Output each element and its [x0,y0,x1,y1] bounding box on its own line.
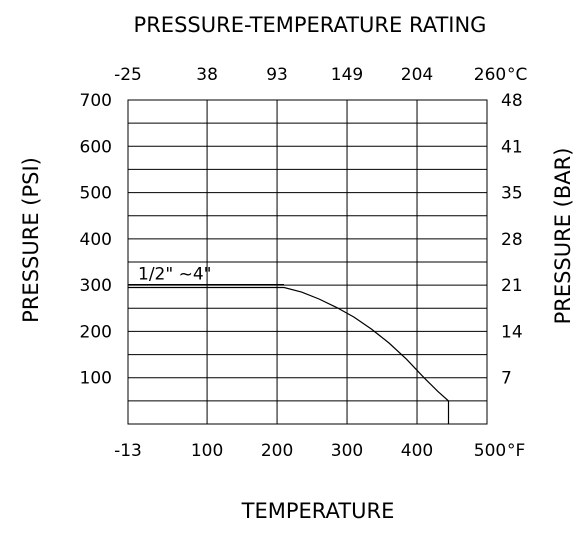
y-axis-label-left: PRESSURE (PSI) [19,157,43,323]
y-tick-label: 200 [80,322,112,342]
series-layer: 1/2" ~4" [128,264,450,424]
x-top-tick-label: -25 [114,65,142,85]
plot-frame [127,99,488,425]
y-tick-label: 300 [80,276,112,296]
x-top-tick-label: 149 [331,65,363,85]
y-right-tick-label: 14 [501,322,523,342]
x-tick-label: 200 [261,441,293,461]
y-right-tick-label: 28 [501,230,523,250]
x-unit-label: °F [507,441,525,461]
y-right-tick-label: 41 [501,137,523,157]
x-tick-label: 400 [401,441,433,461]
y-tick-label: 500 [80,184,112,204]
chart-title: PRESSURE-TEMPERATURE RATING [134,13,487,37]
x-top-tick-label: 260 [474,65,506,85]
grid [127,99,488,424]
y-right-tick-label: 7 [501,369,512,389]
y-right-tick-label: 35 [501,184,523,204]
x-axis-label: TEMPERATURE [241,499,395,523]
y-right-tick-label: 21 [501,276,523,296]
series-label: 1/2" ~4" [138,264,211,284]
x-top-unit-label: °C [507,65,527,85]
x-top-tick-label: 38 [196,65,218,85]
y-tick-label: 100 [80,369,112,389]
x-tick-label: -13 [114,441,142,461]
x-top-tick-label: 93 [266,65,288,85]
tick-labels: 100 200 300 400 500 600 700 7 14 21 28 35 41 48 -13 100… [80,65,528,461]
y-tick-label: 600 [80,137,112,157]
series-line [128,286,450,424]
x-top-tick-label: 204 [401,65,433,85]
x-tick-label: 500 [474,441,506,461]
y-right-tick-label: 48 [501,91,523,111]
y-tick-label: 700 [80,91,112,111]
x-tick-label: 100 [191,441,223,461]
y-axis-label-right: PRESSURE (BAR) [551,148,575,325]
y-tick-label: 400 [80,230,112,250]
x-tick-label: 300 [331,441,363,461]
